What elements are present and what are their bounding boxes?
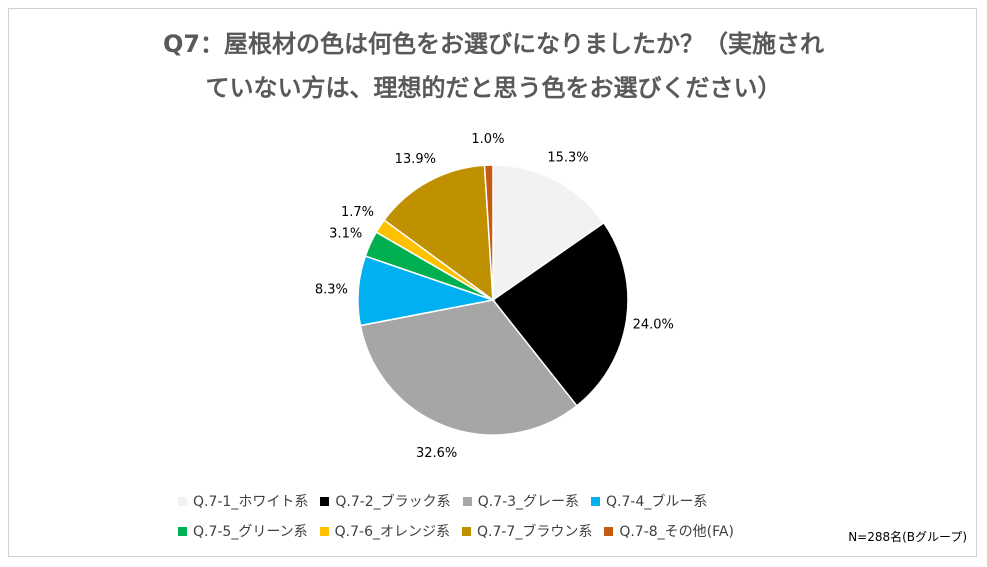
data-label-green: 3.1% bbox=[329, 227, 362, 242]
legend-swatch-orange bbox=[319, 526, 329, 536]
data-label-other: 1.0% bbox=[471, 132, 504, 147]
pie-slice-other bbox=[483, 164, 494, 301]
data-label-gray: 32.6% bbox=[416, 446, 457, 461]
legend-item-brown: Q.7-7_ブラウン系 bbox=[461, 521, 593, 541]
data-label-orange: 1.7% bbox=[341, 205, 374, 220]
legend-swatch-brown bbox=[461, 526, 471, 536]
data-label-white: 15.3% bbox=[547, 150, 588, 165]
legend-row-2: Q.7-5_グリーン系 Q.7-6_オレンジ系 Q.7-7_ブラウン系 Q.7-… bbox=[178, 516, 818, 546]
legend-label-black: Q.7-2_ブラック系 bbox=[335, 494, 451, 510]
legend-label-orange: Q.7-6_オレンジ系 bbox=[334, 524, 450, 540]
legend-label-blue: Q.7-4_ブルー系 bbox=[606, 494, 708, 510]
legend-item-other: Q.7-8_その他(FA) bbox=[604, 521, 734, 541]
legend-item-gray: Q.7-3_グレー系 bbox=[462, 491, 580, 511]
chart-title-line-2: ていない方は、理想的だと思う色をお選びください） bbox=[205, 74, 782, 102]
legend-swatch-other bbox=[604, 526, 614, 536]
legend-swatch-gray bbox=[462, 496, 472, 506]
legend-item-white: Q.7-1_ホワイト系 bbox=[178, 491, 308, 511]
legend-swatch-white bbox=[178, 496, 187, 506]
legend-item-blue: Q.7-4_ブルー系 bbox=[591, 491, 707, 511]
data-label-blue: 8.3% bbox=[315, 283, 348, 298]
legend-label-white: Q.7-1_ホワイト系 bbox=[193, 494, 309, 510]
legend-swatch-black bbox=[320, 496, 330, 506]
legend: Q.7-1_ホワイト系 Q.7-2_ブラック系 Q.7-3_グレー系 Q.7-4… bbox=[178, 486, 818, 546]
data-label-brown: 13.9% bbox=[395, 152, 436, 167]
pie-slice-white bbox=[492, 164, 605, 302]
pie-slice-black bbox=[491, 221, 629, 407]
pie-slice-brown bbox=[383, 164, 494, 302]
legend-item-orange: Q.7-6_オレンジ系 bbox=[319, 521, 450, 541]
legend-item-black: Q.7-2_ブラック系 bbox=[320, 491, 451, 511]
sample-size-note: N=288名(Bグループ) bbox=[848, 530, 967, 544]
chart-title-line-1: Q7：屋根材の色は何色をお選びになりましたか？（実施され bbox=[162, 30, 825, 58]
legend-label-gray: Q.7-3_グレー系 bbox=[477, 494, 580, 510]
legend-label-brown: Q.7-7_ブラウン系 bbox=[476, 524, 593, 540]
legend-swatch-green bbox=[178, 526, 187, 536]
pie-slice-gray bbox=[359, 299, 578, 436]
legend-row-1: Q.7-1_ホワイト系 Q.7-2_ブラック系 Q.7-3_グレー系 Q.7-4… bbox=[178, 486, 818, 516]
chart-title: Q7：屋根材の色は何色をお選びになりましたか？（実施され ていない方は、理想的だ… bbox=[0, 22, 987, 110]
legend-label-green: Q.7-5_グリーン系 bbox=[193, 524, 308, 540]
legend-swatch-blue bbox=[591, 496, 601, 506]
data-label-black: 24.0% bbox=[633, 318, 674, 333]
legend-item-green: Q.7-5_グリーン系 bbox=[178, 521, 308, 541]
legend-label-other: Q.7-8_その他(FA) bbox=[619, 524, 734, 540]
